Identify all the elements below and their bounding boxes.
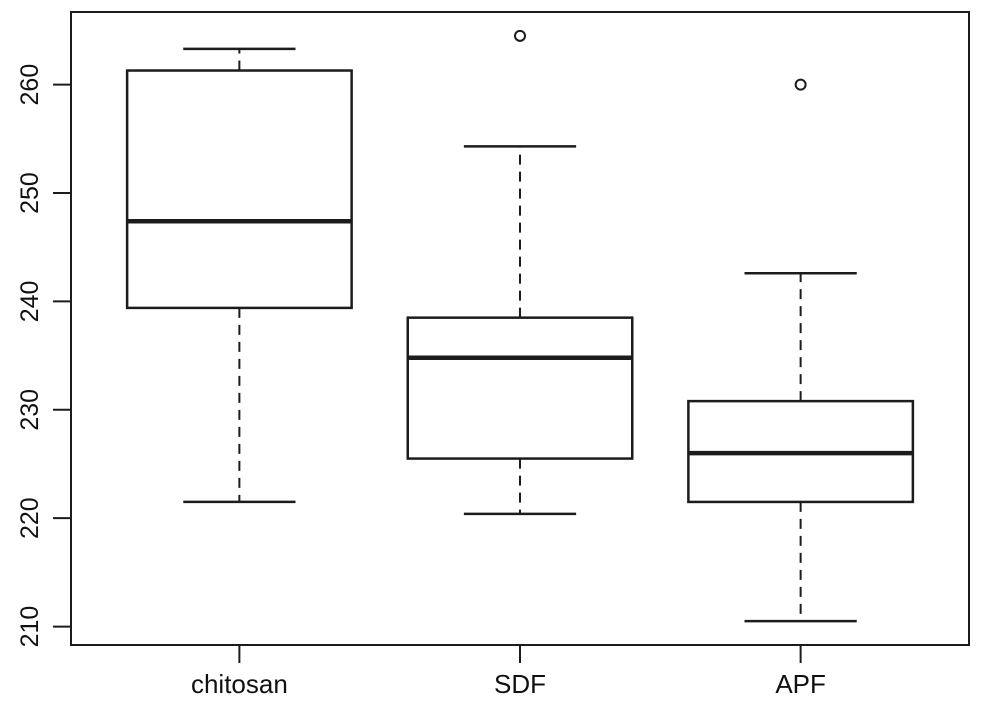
- y-tick-label: 250: [16, 172, 44, 214]
- outlier-point: [514, 29, 526, 42]
- y-tick-label: 240: [16, 281, 44, 323]
- x-tick-label: APF: [775, 669, 826, 699]
- outlier-point: [794, 78, 807, 91]
- x-tick-label: chitosan: [191, 669, 288, 699]
- y-tick-label: 260: [16, 64, 44, 106]
- y-tick-label: 210: [16, 606, 44, 648]
- y-tick-label: 230: [16, 389, 44, 431]
- x-tick-label: SDF: [494, 669, 546, 699]
- iqr-box: [406, 316, 634, 460]
- y-tick-label: 220: [16, 497, 44, 539]
- iqr-box: [125, 69, 353, 310]
